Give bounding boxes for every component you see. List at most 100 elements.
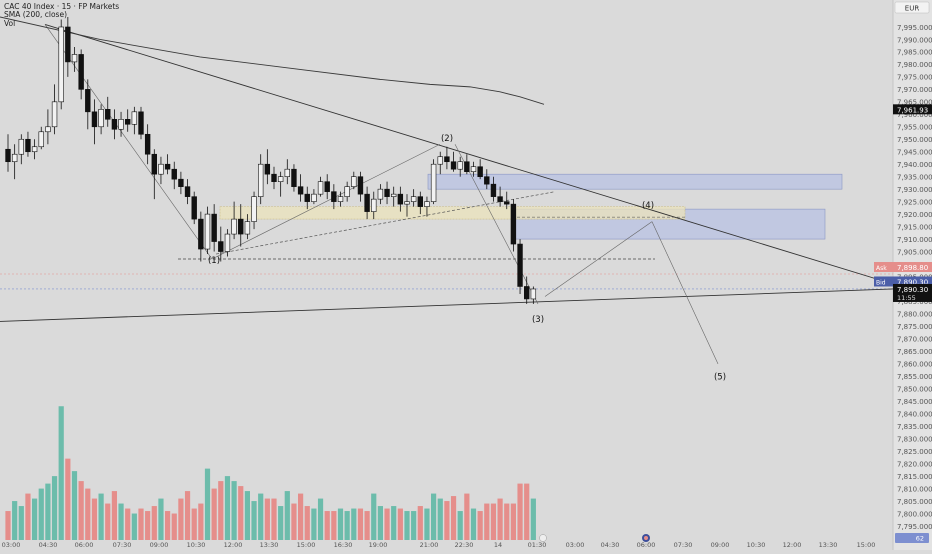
candle[interactable] (131, 106, 138, 135)
wedge-dashed-line[interactable] (215, 191, 556, 255)
candle[interactable] (484, 169, 490, 190)
candle[interactable] (384, 181, 390, 205)
candle[interactable] (78, 49, 84, 100)
candle[interactable] (51, 84, 58, 135)
candle[interactable] (291, 164, 297, 192)
candle[interactable] (510, 199, 517, 252)
candle[interactable] (18, 134, 24, 165)
candle[interactable] (218, 226, 224, 262)
candle[interactable] (118, 111, 124, 137)
candle[interactable] (151, 149, 157, 200)
candle[interactable] (224, 229, 231, 257)
candle[interactable] (304, 186, 310, 210)
candle[interactable] (138, 106, 144, 140)
candle[interactable] (504, 191, 510, 210)
wave-path[interactable] (211, 143, 441, 260)
candle[interactable] (517, 239, 523, 294)
wave-label[interactable]: (5) (714, 372, 726, 382)
candle[interactable] (404, 194, 410, 217)
candle[interactable] (490, 176, 497, 202)
candle[interactable] (184, 179, 191, 205)
candle[interactable] (324, 174, 330, 200)
candle[interactable] (277, 171, 284, 197)
currency-label[interactable]: EUR (905, 4, 920, 12)
wave-path[interactable] (544, 221, 653, 297)
candle[interactable] (257, 154, 264, 205)
candle[interactable] (477, 159, 483, 180)
candle[interactable] (111, 109, 118, 140)
candle[interactable] (65, 17, 71, 77)
candle[interactable] (204, 206, 211, 255)
candle[interactable] (357, 171, 364, 202)
candle[interactable] (45, 109, 51, 145)
candle[interactable] (523, 276, 530, 304)
candle[interactable] (377, 184, 384, 205)
candle[interactable] (264, 149, 271, 185)
candle[interactable] (311, 189, 317, 205)
candle[interactable] (171, 161, 177, 190)
wave-label[interactable]: (1) (208, 256, 220, 266)
candle[interactable] (191, 191, 197, 225)
candle[interactable] (58, 19, 64, 110)
candle[interactable] (271, 166, 277, 190)
candle[interactable] (351, 171, 357, 190)
wave-label[interactable]: (2) (441, 134, 453, 144)
candle[interactable] (71, 46, 78, 72)
candle[interactable] (530, 286, 537, 304)
volume-legend[interactable]: Vol (4, 18, 16, 28)
candle[interactable] (417, 191, 423, 215)
session-marker-icon[interactable] (539, 534, 547, 542)
candle[interactable] (284, 159, 290, 185)
sma-200-line[interactable] (0, 16, 545, 105)
candle[interactable] (437, 151, 443, 175)
candle[interactable] (231, 201, 237, 240)
candle[interactable] (331, 184, 337, 210)
candle[interactable] (244, 214, 251, 240)
supply-zone[interactable] (219, 206, 686, 220)
candle[interactable] (470, 161, 477, 177)
candle[interactable] (98, 104, 104, 135)
candle[interactable] (238, 204, 244, 247)
candle[interactable] (31, 139, 38, 160)
candle[interactable] (457, 156, 463, 177)
candle[interactable] (38, 126, 44, 150)
candle[interactable] (410, 189, 417, 207)
candle[interactable] (178, 171, 184, 195)
candle[interactable] (344, 181, 350, 202)
candle[interactable] (397, 186, 404, 212)
candle[interactable] (251, 191, 257, 230)
candle[interactable] (464, 154, 470, 175)
currency-badge[interactable] (894, 1, 930, 14)
candle[interactable] (444, 146, 450, 170)
candle[interactable] (85, 79, 91, 130)
candle[interactable] (371, 191, 377, 220)
wave-path[interactable] (44, 24, 213, 260)
candle[interactable] (158, 156, 164, 185)
candle[interactable] (364, 186, 370, 220)
candle[interactable] (430, 159, 437, 205)
candle[interactable] (297, 174, 304, 202)
candle[interactable] (5, 134, 11, 172)
candle[interactable] (497, 186, 503, 207)
symbol-title[interactable]: CAC 40 Index · 15 · FP Markets (4, 2, 120, 11)
candle[interactable] (211, 204, 217, 252)
supply-zone[interactable] (427, 173, 843, 190)
candle[interactable] (25, 131, 31, 157)
candle[interactable] (424, 196, 430, 217)
candle[interactable] (317, 176, 324, 197)
candle[interactable] (337, 191, 344, 207)
candle[interactable] (390, 186, 397, 207)
candle[interactable] (91, 99, 98, 145)
candle[interactable] (125, 109, 131, 132)
lower-trendline[interactable] (0, 288, 894, 322)
candle[interactable] (450, 151, 457, 172)
candle[interactable] (105, 96, 111, 127)
candle[interactable] (144, 124, 151, 165)
candle[interactable] (198, 211, 204, 262)
upper-trendline[interactable] (44, 24, 894, 285)
wave-label[interactable]: (4) (642, 201, 654, 211)
candle[interactable] (11, 144, 18, 180)
wave-label[interactable]: (3) (532, 315, 544, 325)
